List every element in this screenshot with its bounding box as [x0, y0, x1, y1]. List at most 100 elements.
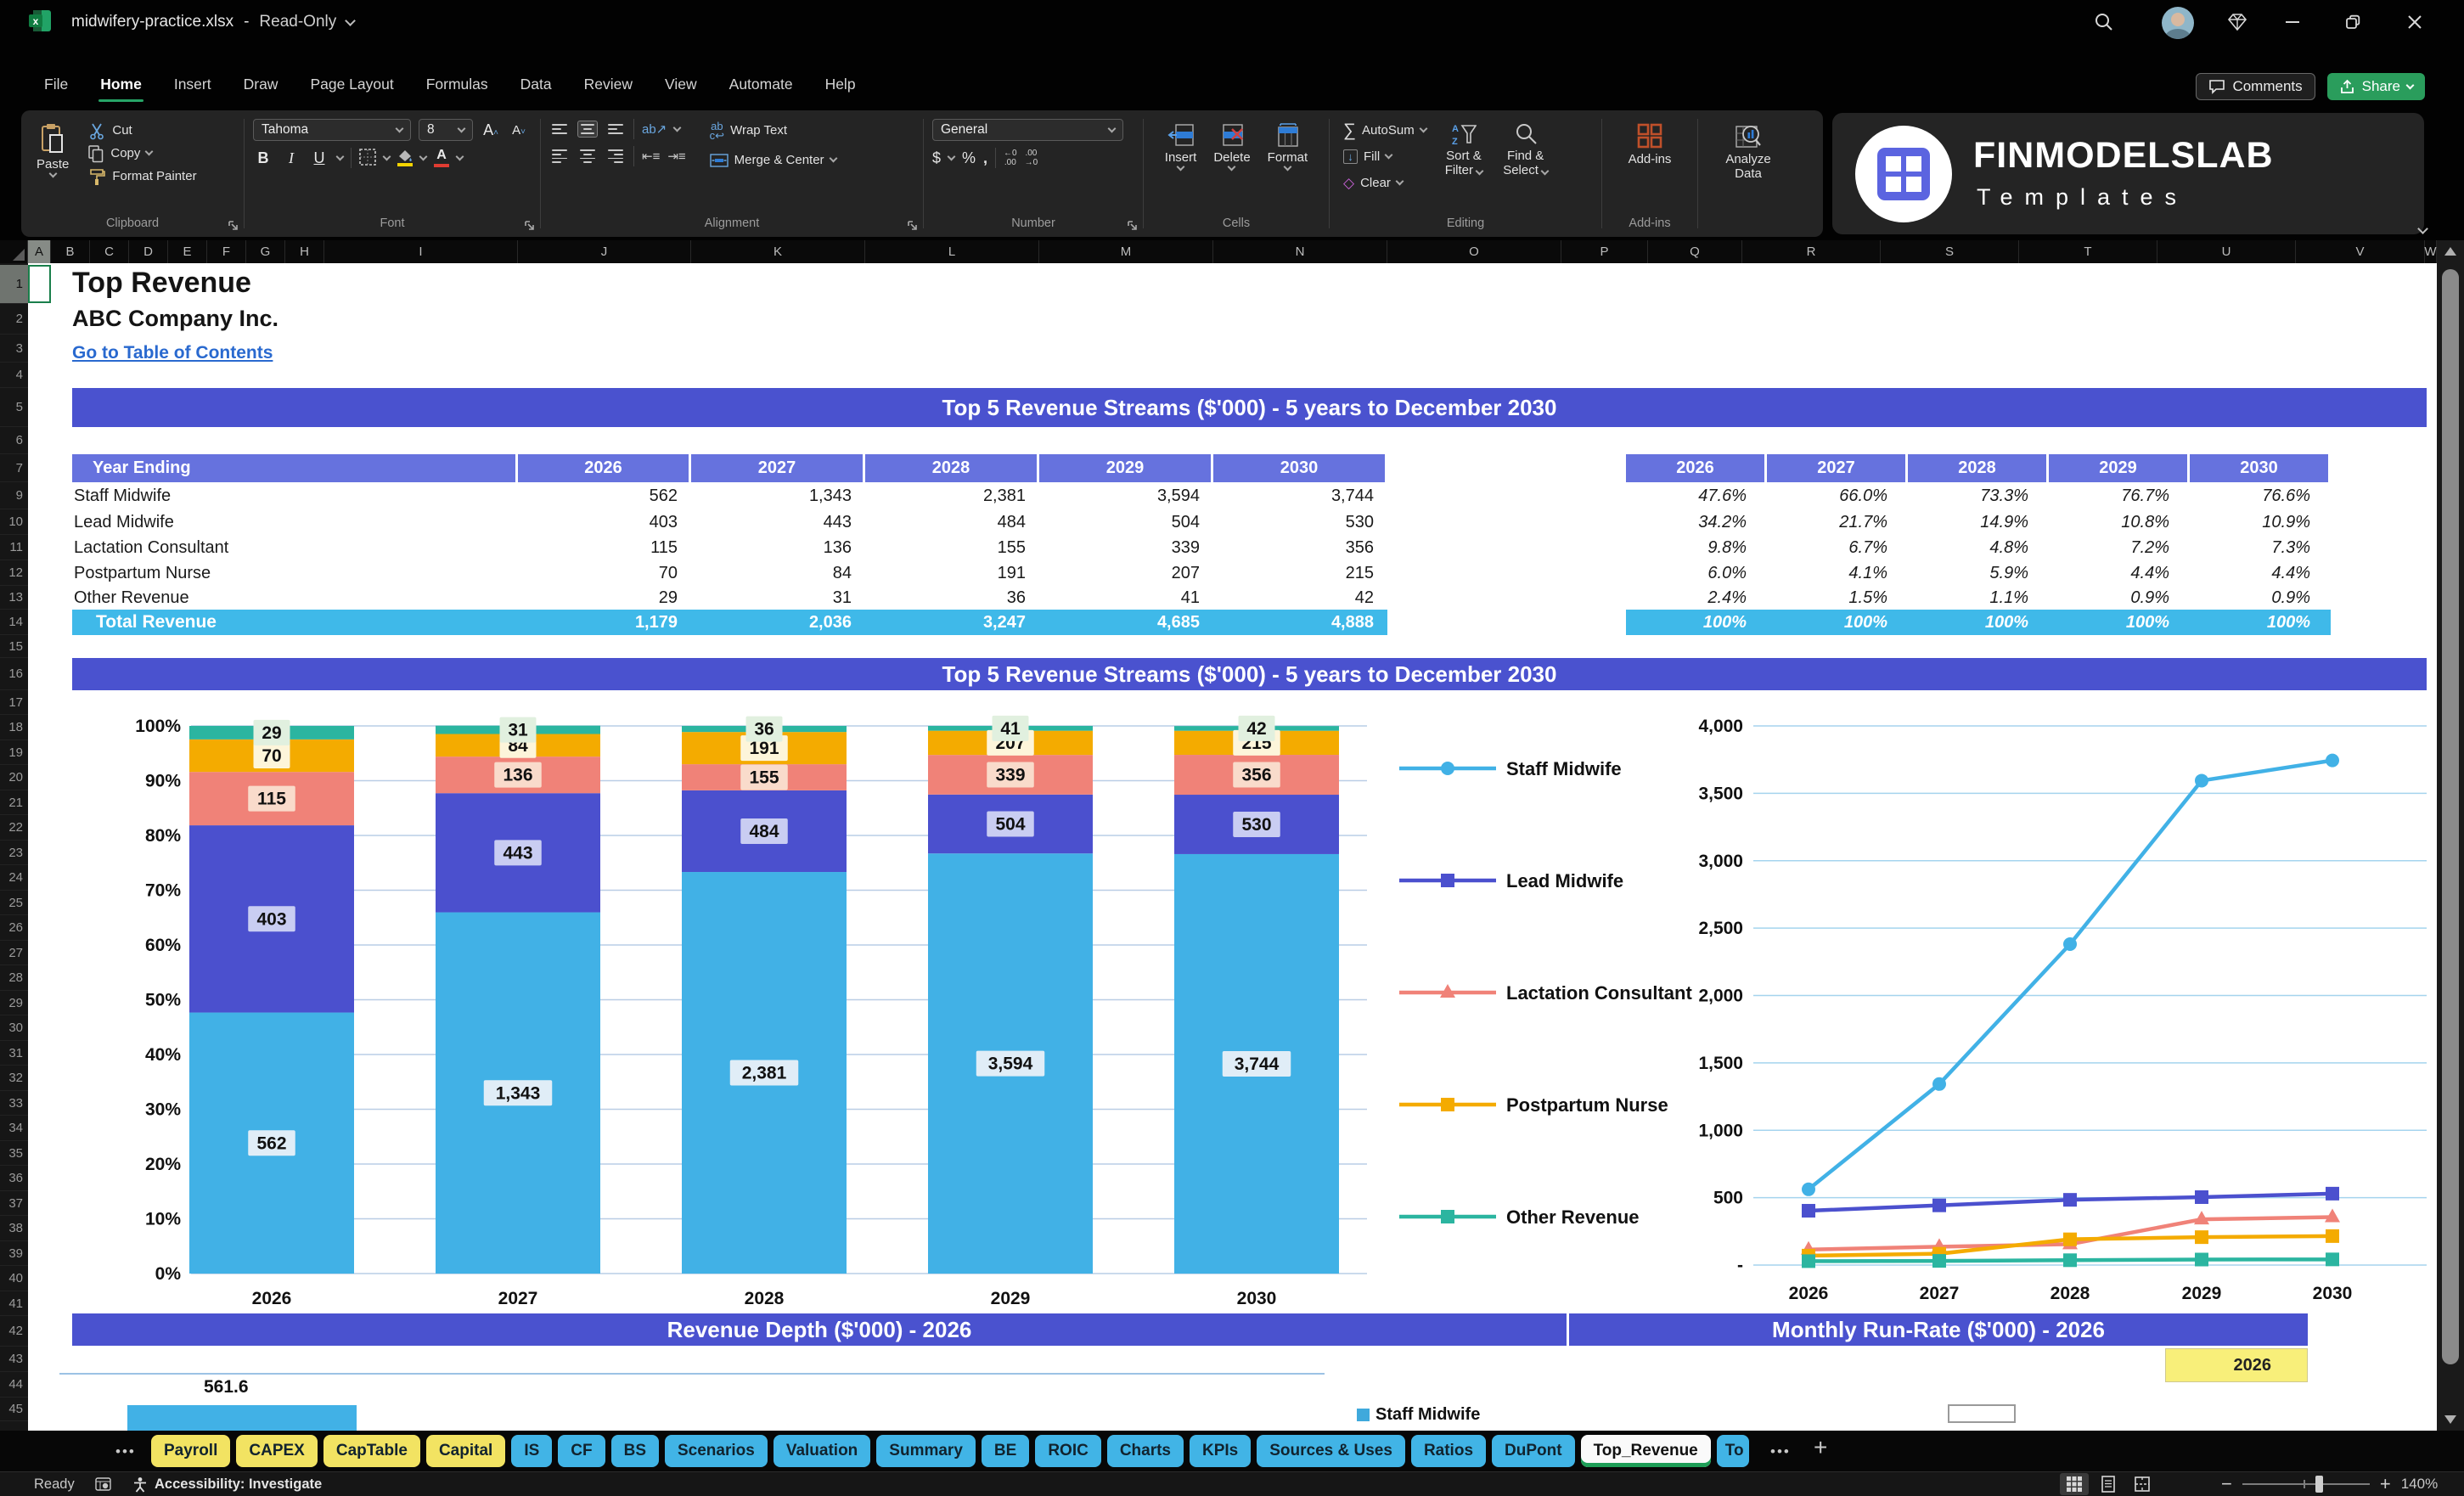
close-button[interactable]: [2405, 12, 2425, 32]
column-header-V[interactable]: V: [2296, 240, 2425, 263]
row-header-18[interactable]: 18: [0, 715, 28, 740]
cell-pct[interactable]: 21.7%: [1767, 509, 1887, 535]
row-header-12[interactable]: 12: [0, 560, 28, 586]
row-header-23[interactable]: 23: [0, 841, 28, 865]
menu-tab-automate[interactable]: Automate: [719, 69, 803, 104]
sheet-tab-capital[interactable]: Capital: [426, 1435, 505, 1467]
cell-pct[interactable]: 7.3%: [2190, 535, 2310, 560]
selected-cell-a1[interactable]: [28, 265, 51, 303]
row-header-37[interactable]: 37: [0, 1191, 28, 1216]
format-painter-button[interactable]: Format Painter: [82, 165, 201, 188]
font-size-select[interactable]: 8: [419, 119, 473, 141]
column-header-O[interactable]: O: [1387, 240, 1561, 263]
zoom-level[interactable]: 140%: [2401, 1476, 2438, 1493]
total-value[interactable]: 4,888: [1213, 610, 1374, 635]
find-select-button[interactable]: Find &Select: [1496, 119, 1555, 181]
sheet-tab-dupont[interactable]: DuPont: [1492, 1435, 1575, 1467]
paste-button[interactable]: Paste: [30, 119, 76, 180]
total-pct[interactable]: 100%: [1626, 610, 1747, 635]
row-header-30[interactable]: 30: [0, 1015, 28, 1041]
share-button[interactable]: Share: [2327, 73, 2425, 100]
format-cells-button[interactable]: Format: [1261, 119, 1315, 173]
row-header-41[interactable]: 41: [0, 1291, 28, 1316]
decrease-decimal-button[interactable]: .00→0: [1025, 149, 1038, 167]
insert-cells-button[interactable]: Insert: [1158, 119, 1204, 173]
sheet-tab-payroll[interactable]: Payroll: [151, 1435, 230, 1467]
row-header-4[interactable]: 4: [0, 363, 28, 388]
column-header-N[interactable]: N: [1213, 240, 1387, 263]
restore-button[interactable]: [2343, 12, 2364, 32]
autosum-button[interactable]: ∑AutoSum: [1338, 119, 1432, 142]
row-header-29[interactable]: 29: [0, 991, 28, 1015]
sheet-tab-sources-uses[interactable]: Sources & Uses: [1257, 1435, 1405, 1467]
cell-value[interactable]: 155: [865, 535, 1026, 560]
zoom-in-button[interactable]: +: [2380, 1473, 2391, 1495]
sheet-tab-cf[interactable]: CF: [558, 1435, 605, 1467]
underline-chevron-icon[interactable]: [336, 152, 345, 160]
row-header-25[interactable]: 25: [0, 891, 28, 915]
scroll-up-icon[interactable]: [2444, 247, 2456, 256]
delete-cells-button[interactable]: Delete: [1207, 119, 1257, 173]
cell-pct[interactable]: 4.4%: [2190, 560, 2310, 586]
column-header-F[interactable]: F: [207, 240, 246, 263]
cell-pct[interactable]: 10.9%: [2190, 509, 2310, 535]
row-header-10[interactable]: 10: [0, 509, 28, 535]
menu-tab-insert[interactable]: Insert: [164, 69, 222, 104]
row-header-19[interactable]: 19: [0, 740, 28, 765]
row-header-28[interactable]: 28: [0, 965, 28, 991]
menu-tab-draw[interactable]: Draw: [233, 69, 289, 104]
cell-pct[interactable]: 76.6%: [2190, 482, 2310, 509]
row-header-24[interactable]: 24: [0, 865, 28, 891]
increase-font-button[interactable]: A˄: [481, 121, 501, 139]
sheet-tab-capex[interactable]: CAPEX: [236, 1435, 317, 1467]
row-header-45[interactable]: 45: [0, 1398, 28, 1421]
column-header-A[interactable]: A: [28, 240, 51, 263]
normal-view-button[interactable]: [2060, 1473, 2089, 1495]
fill-button[interactable]: ↓Fill: [1338, 145, 1432, 168]
column-header-T[interactable]: T: [2019, 240, 2157, 263]
cell-value[interactable]: 70: [518, 560, 678, 586]
cell-pct[interactable]: 47.6%: [1626, 482, 1747, 509]
accounting-format-button[interactable]: $: [932, 149, 941, 167]
row-header-35[interactable]: 35: [0, 1141, 28, 1166]
column-header-S[interactable]: S: [1881, 240, 2019, 263]
column-header-W[interactable]: W: [2425, 240, 2437, 263]
row-header-27[interactable]: 27: [0, 941, 28, 965]
sheet-tab-roic[interactable]: ROIC: [1035, 1435, 1101, 1467]
borders-button[interactable]: [359, 149, 376, 168]
cell-value[interactable]: 562: [518, 482, 678, 509]
total-pct[interactable]: 100%: [2049, 610, 2169, 635]
tab-more-right-icon[interactable]: •••: [1770, 1443, 1791, 1460]
borders-chevron-icon[interactable]: [383, 152, 391, 160]
vertical-scrollbar[interactable]: [2437, 240, 2464, 1431]
tab-more-left-icon[interactable]: •••: [115, 1443, 136, 1460]
menu-tab-page-layout[interactable]: Page Layout: [300, 69, 403, 104]
cell-value[interactable]: 2,381: [865, 482, 1026, 509]
fill-chevron-icon[interactable]: [419, 152, 428, 160]
font-color-button[interactable]: A: [434, 149, 449, 167]
cell-value[interactable]: 41: [1039, 586, 1200, 610]
alignment-dialog-launcher[interactable]: [907, 220, 918, 234]
vertical-scroll-thumb[interactable]: [2442, 269, 2459, 1364]
cell-value[interactable]: 42: [1213, 586, 1374, 610]
total-pct[interactable]: 100%: [1908, 610, 2028, 635]
cell-value[interactable]: 530: [1213, 509, 1374, 535]
font-color-chevron-icon[interactable]: [456, 152, 464, 160]
zoom-slider[interactable]: [2242, 1483, 2370, 1485]
column-header-R[interactable]: R: [1742, 240, 1881, 263]
cell-pct[interactable]: 76.7%: [2049, 482, 2169, 509]
row-header-11[interactable]: 11: [0, 535, 28, 560]
decrease-indent-button[interactable]: ⇤≡: [642, 149, 660, 164]
readonly-chevron-icon[interactable]: [345, 15, 356, 26]
align-middle-button[interactable]: [577, 121, 598, 138]
menu-tab-file[interactable]: File: [34, 69, 78, 104]
column-header-U[interactable]: U: [2157, 240, 2296, 263]
row-header-39[interactable]: 39: [0, 1241, 28, 1266]
cell-pct[interactable]: 66.0%: [1767, 482, 1887, 509]
sheet-tab-valuation[interactable]: Valuation: [774, 1435, 870, 1467]
fill-color-button[interactable]: [397, 150, 413, 166]
cell-value[interactable]: 115: [518, 535, 678, 560]
total-value[interactable]: 4,685: [1039, 610, 1200, 635]
comments-button[interactable]: Comments: [2196, 73, 2315, 100]
row-header-21[interactable]: 21: [0, 790, 28, 815]
